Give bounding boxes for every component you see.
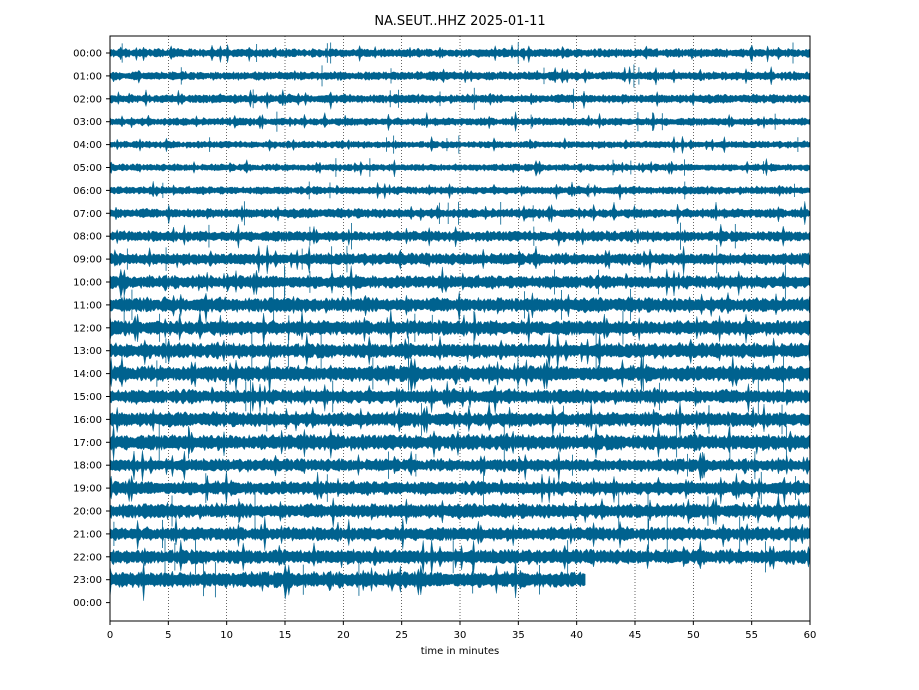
x-tick-label: 20: [337, 630, 350, 641]
y-tick-label: 10:00: [73, 278, 102, 289]
y-tick-label: 11:00: [73, 300, 102, 311]
y-tick-label: 22:00: [73, 552, 102, 563]
y-tick-label: 01:00: [73, 71, 102, 82]
y-tick-label: 13:00: [73, 346, 102, 357]
y-tick-label: 21:00: [73, 529, 102, 540]
x-axis-label: time in minutes: [421, 646, 500, 657]
y-tick-label: 18:00: [73, 461, 102, 472]
x-tick-label: 45: [629, 630, 642, 641]
y-tick-label: 14:00: [73, 369, 102, 380]
x-tick-label: 55: [745, 630, 758, 641]
x-tick-label: 50: [687, 630, 700, 641]
y-tick-label: 07:00: [73, 209, 102, 220]
x-tick-label: 40: [570, 630, 583, 641]
x-tick-label: 0: [107, 630, 113, 641]
y-tick-label: 06:00: [73, 186, 102, 197]
y-tick-label: 09:00: [73, 255, 102, 266]
y-tick-label: 03:00: [73, 117, 102, 128]
y-tick-label: 16:00: [73, 415, 102, 426]
y-tick-label: 02:00: [73, 94, 102, 105]
y-tick-label: 00:00: [73, 49, 102, 60]
x-tick-label: 30: [454, 630, 467, 641]
x-tick-label: 10: [220, 630, 233, 641]
y-tick-label: 04:00: [73, 140, 102, 151]
x-axis-ticks: 0 5 10 15 20 25 30 35 40 45 50 55 60: [107, 621, 817, 641]
chart-title: NA.SEUT..HHZ 2025-01-11: [374, 14, 545, 29]
y-tick-label: 08:00: [73, 232, 102, 243]
y-tick-label: 05:00: [73, 163, 102, 174]
seismic-trace: [109, 559, 586, 601]
y-tick-label: 12:00: [73, 323, 102, 334]
y-tick-label: 15:00: [73, 392, 102, 403]
x-tick-label: 5: [165, 630, 171, 641]
x-tick-label: 35: [512, 630, 525, 641]
y-axis-ticks: 00:00 01:00 02:00 03:00 04:00 05:00 06:00 07:00…: [73, 49, 110, 609]
x-tick-label: 25: [395, 630, 408, 641]
seismic-traces: [109, 42, 810, 601]
y-tick-label: 17:00: [73, 438, 102, 449]
y-tick-label: 20:00: [73, 507, 102, 518]
x-tick-label: 60: [804, 630, 817, 641]
y-tick-label: 23:00: [73, 575, 102, 586]
x-tick-label: 15: [279, 630, 292, 641]
y-tick-label: 00:00: [73, 598, 102, 609]
y-tick-label: 19:00: [73, 484, 102, 495]
